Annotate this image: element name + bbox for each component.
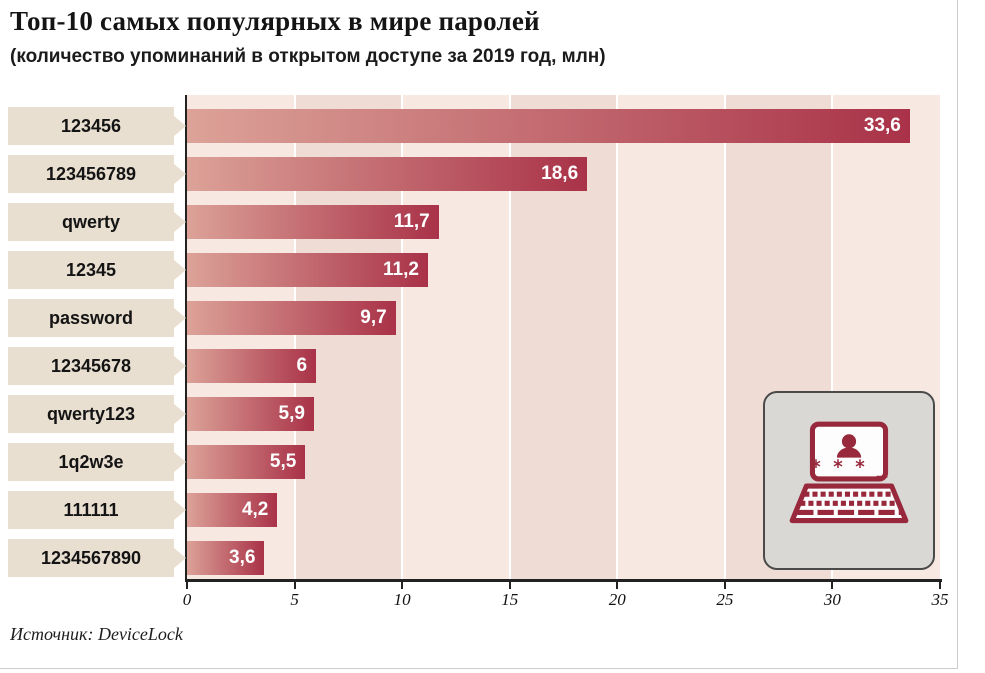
category-label-1q2w3e: 1q2w3e — [8, 443, 186, 481]
tick-mark — [293, 582, 296, 589]
bar-password: 9,7 — [187, 301, 396, 335]
x-tick-label: 5 — [290, 590, 299, 609]
bar-1234567890: 3,6 — [187, 541, 265, 575]
x-tick-label: 0 — [182, 590, 192, 609]
x-tick-label: 35 — [931, 590, 949, 609]
bar-111111: 4,2 — [187, 493, 278, 527]
x-tick-label: 15 — [501, 590, 519, 609]
value-label: 11,2 — [383, 259, 419, 280]
bar-12345678: 6 — [187, 349, 317, 383]
value-label: 18,6 — [541, 163, 579, 184]
gridline — [508, 95, 511, 579]
category-label-password: password — [8, 299, 186, 337]
bar-123456: 33,6 — [187, 109, 910, 143]
tick-mark — [939, 582, 941, 589]
x-tick-label: 20 — [608, 590, 626, 609]
gridline — [293, 95, 296, 579]
category-label-1234567890: 1234567890 — [8, 539, 186, 577]
tick-mark — [723, 582, 726, 589]
value-label: 9,7 — [360, 307, 387, 328]
password-icon-panel: * * * _ — [763, 391, 935, 570]
user-head-icon — [841, 433, 857, 449]
source-credit: Источник: DeviceLock — [10, 624, 183, 644]
category-label-qwerty: qwerty — [8, 203, 186, 241]
value-label: 5,9 — [278, 403, 305, 424]
category-label-123456789: 123456789 — [8, 155, 186, 193]
value-label: 5,5 — [269, 451, 297, 472]
password-asterisks: * * * _ — [811, 456, 888, 477]
tick-mark — [616, 582, 619, 589]
bar-12345: 11,2 — [187, 253, 428, 287]
gridline — [401, 95, 404, 579]
category-label-12345678: 12345678 — [8, 347, 186, 385]
gridline — [723, 95, 726, 579]
background-band — [617, 95, 725, 579]
x-tick-label: 10 — [393, 590, 411, 609]
value-label: 4,2 — [241, 499, 269, 520]
laptop-password-icon: * * * _ — [789, 421, 909, 523]
bar-qwerty123: 5,9 — [187, 397, 314, 431]
category-label-qwerty123: qwerty123 — [8, 395, 186, 433]
user-shoulders-icon — [836, 447, 862, 458]
value-label: 3,6 — [229, 547, 256, 568]
gridline — [616, 95, 619, 579]
x-tick-label: 30 — [823, 590, 841, 609]
x-tick-label: 25 — [716, 590, 734, 609]
bar-1q2w3e: 5,5 — [187, 445, 306, 479]
value-label: 6 — [296, 355, 308, 376]
value-label: 11,7 — [393, 211, 430, 232]
tick-mark — [186, 582, 188, 589]
tick-mark — [831, 582, 834, 589]
plot-area: * * * _ 33,6 18,6 11,7 11,2 9,7 6 5,9 5,5 4,2 3,6 — [185, 95, 942, 582]
chart-title: Топ-10 самых популярных в мире паролей — [10, 6, 540, 36]
category-label-123456: 123456 — [8, 107, 186, 145]
bar-qwerty: 11,7 — [187, 205, 439, 239]
category-label-111111: 111111 — [8, 491, 186, 529]
bar-123456789: 18,6 — [187, 157, 588, 191]
value-label: 33,6 — [863, 115, 901, 136]
gridline — [831, 95, 834, 579]
category-label-12345: 12345 — [8, 251, 186, 289]
tick-mark — [508, 582, 511, 589]
tick-mark — [401, 582, 404, 589]
chart-subtitle: (количество упоминаний в открытом доступ… — [10, 46, 606, 67]
